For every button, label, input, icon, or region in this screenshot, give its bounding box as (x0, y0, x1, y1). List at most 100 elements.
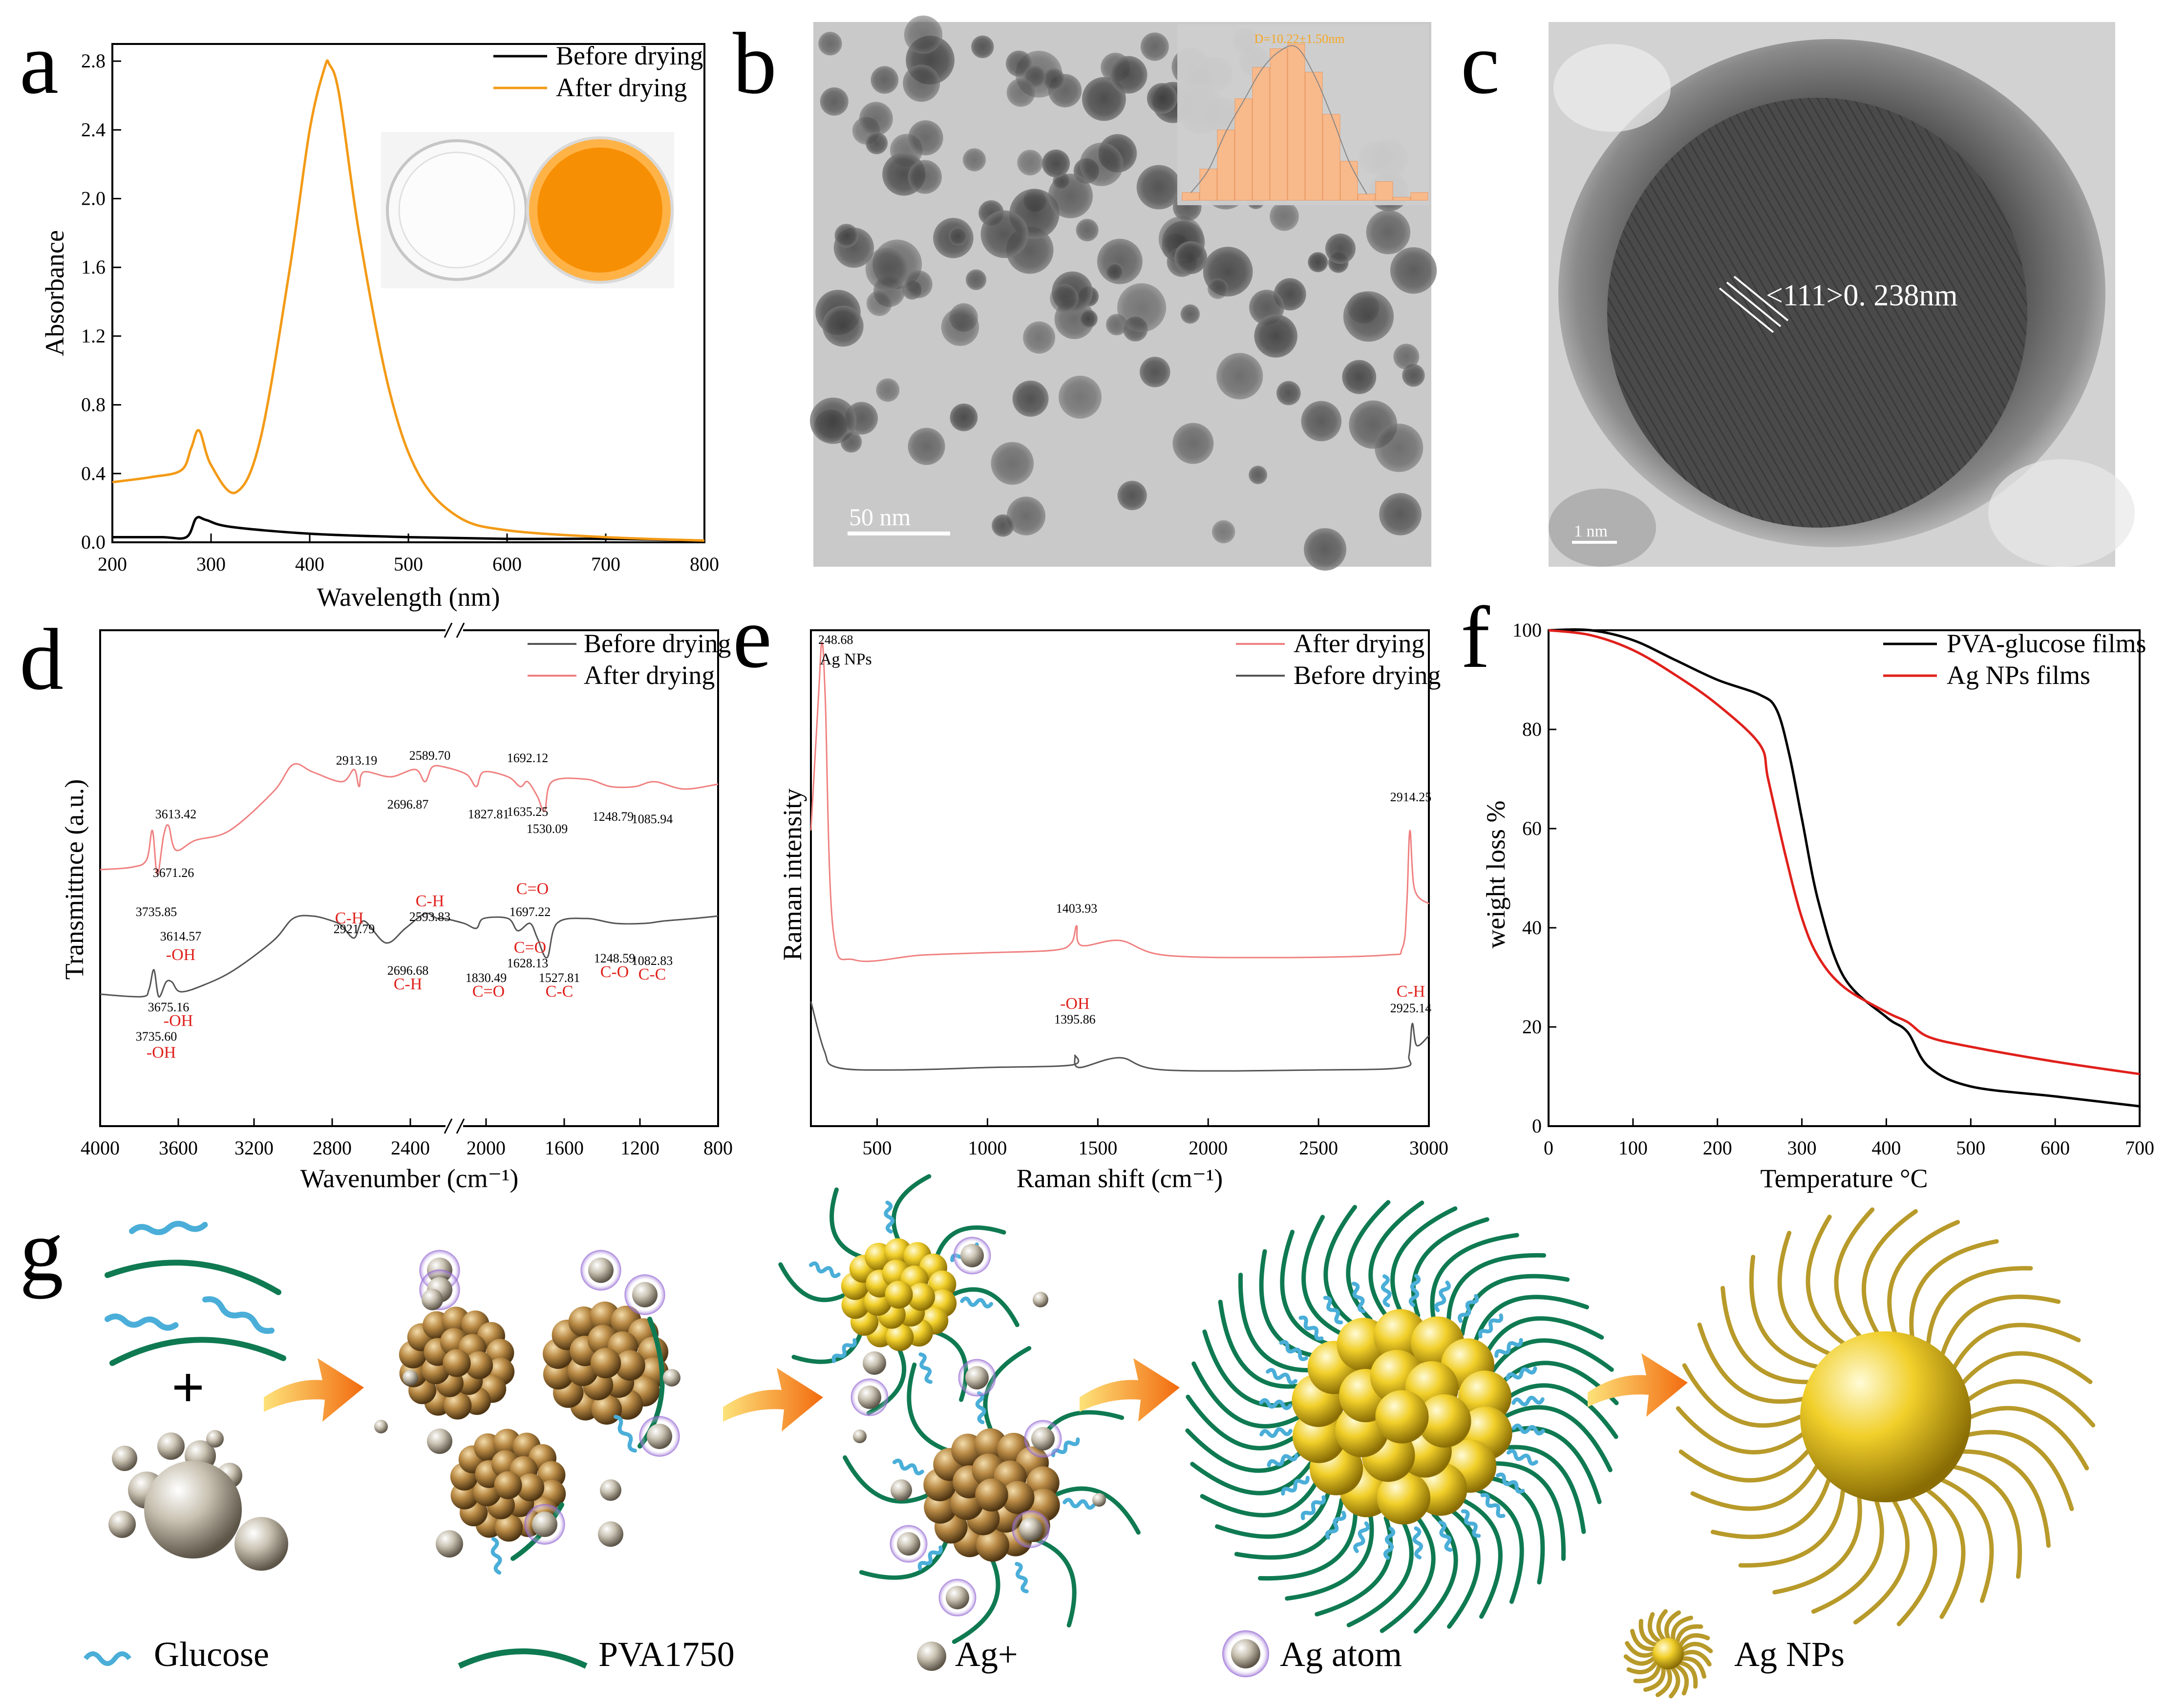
polymer-strand (1390, 1206, 1458, 1317)
nanoparticle (1393, 343, 1420, 370)
histogram-bar (1393, 197, 1411, 201)
ag-ion (436, 1530, 463, 1558)
glucose-strand (1300, 1495, 1326, 1520)
glucose-strand (1353, 1521, 1370, 1553)
panel-a-ytick-label: 2.0 (81, 188, 106, 210)
nanoparticle (1041, 149, 1070, 178)
glucose-strand (1281, 1475, 1310, 1496)
nanoparticle (1017, 149, 1043, 176)
histogram-bar (1270, 48, 1288, 201)
panel-letter-c: c (1461, 15, 1500, 112)
polymer-strand (1638, 1619, 1658, 1647)
polymer-strand (1218, 1300, 1307, 1389)
polymer-strand (1926, 1266, 2033, 1345)
panel-d-legend-before: Before drying (584, 629, 731, 658)
panel-d-xtick-label: 3600 (159, 1137, 198, 1159)
nanoparticle (859, 102, 893, 136)
nanoparticle (971, 35, 994, 59)
polymer-strand (1446, 1253, 1547, 1328)
panel-b-histogram-inset: D=10.22±1.50nm (1177, 24, 1429, 205)
ag-atom (647, 1424, 672, 1449)
glucose-strand (129, 1220, 208, 1236)
cluster-atom (590, 1347, 621, 1379)
polymer-strand (1497, 1445, 1586, 1534)
panel-f-series-ag (1548, 629, 2140, 1075)
nanoparticle (962, 148, 986, 171)
panel-a-xtick-label: 500 (394, 553, 423, 575)
legend-pva: PVA1750 (598, 1635, 735, 1674)
cluster-atom (465, 1351, 493, 1380)
nanoparticle (1325, 233, 1356, 264)
final-ag-np-core (1800, 1331, 1971, 1502)
panel-d-after-peak-label: 1827.81 (468, 807, 510, 821)
polymer-strand (1472, 1295, 1589, 1347)
panel-e-peak-label: Ag NPs (820, 650, 872, 668)
polymer-strand (1961, 1449, 2051, 1548)
polymer-strand (1675, 1624, 1703, 1644)
polymer-strand (1501, 1383, 1618, 1439)
histogram-bar (1322, 114, 1340, 201)
panel-letter-a: a (20, 15, 59, 112)
histogram-bar (1358, 193, 1376, 201)
panel-e-series-after (810, 641, 1430, 962)
panel-d-before-peak-label: 1248.59 (594, 951, 636, 965)
polymer-strand (1346, 1200, 1391, 1322)
glucose-strand (1412, 1526, 1423, 1559)
polymer-strand (1675, 1664, 1689, 1696)
panel-d-axis-breaks (444, 622, 465, 1134)
ag-atom (965, 1366, 989, 1389)
polymer-strand (1853, 1499, 1910, 1625)
nanoparticle (1216, 353, 1263, 400)
glucose-strand (1267, 1453, 1298, 1468)
panel-d-after-peak-label: 1085.94 (632, 812, 673, 826)
glucose-strand (1298, 1315, 1324, 1341)
panel-d-xlabel: Wavenumber (cm⁻¹) (300, 1164, 519, 1193)
polymer-strand (1777, 1231, 1831, 1356)
panel-e-frame (810, 629, 1430, 1127)
panel-e-xtick-label: 3000 (1409, 1137, 1448, 1159)
histogram-bar (1217, 129, 1235, 201)
panel-c-lattice-label: <111>0. 238nm (1766, 279, 1958, 312)
panel-a-series-after (112, 59, 705, 542)
panel-d-before-peak-label: 3614.57 (160, 929, 202, 943)
ag-ion (853, 1430, 867, 1443)
panel-d-before-peak-label: 3735.60 (136, 1029, 177, 1044)
ag-ion-legend-icon (917, 1642, 946, 1671)
polymer-strand (1940, 1294, 2061, 1356)
panel-d-after-peak-label: 1530.09 (527, 822, 568, 836)
cluster-atom (1001, 1481, 1035, 1515)
panel-e-xlabel: Raman shift (cm⁻¹) (1017, 1164, 1223, 1193)
ag-ion (206, 1430, 224, 1448)
panel-letters: a b c d e f g (20, 15, 1500, 1299)
nanoparticle (1390, 247, 1437, 294)
bronze-cluster (543, 1301, 669, 1425)
legend-np-core (1653, 1638, 1684, 1669)
polymer-strand (1967, 1379, 2096, 1428)
panel-e-legend-after: After drying (1294, 629, 1424, 658)
polymer-strand (1896, 1495, 1937, 1626)
panel-a-inset-photo (381, 132, 674, 288)
glucose-strand (917, 1545, 943, 1571)
panel-d-xtick-label: 2800 (313, 1137, 352, 1159)
cluster-atom (444, 1391, 472, 1420)
plus-sign: + (171, 1355, 205, 1420)
polymer-strand (1215, 1487, 1332, 1539)
panel-e-peak-label: 2914.25 (1390, 790, 1432, 804)
panel-letter-g: g (20, 1202, 64, 1299)
panel-a-legend-before: Before drying (556, 41, 703, 70)
nanoparticle (1207, 278, 1229, 299)
nanoparticle (1301, 401, 1342, 442)
coated-particle (1185, 1200, 1619, 1634)
polymer-strand (1323, 1205, 1358, 1328)
polymer-strand (1969, 1406, 2089, 1471)
polymer-strand (1909, 1239, 1999, 1338)
nanoparticle (908, 120, 943, 156)
panel-e-xtick-label: 1500 (1078, 1137, 1117, 1159)
glucose-strand (105, 1313, 179, 1331)
panel-letter-f: f (1461, 589, 1490, 686)
cluster-atom (886, 1323, 914, 1351)
glucose-strand (1325, 1511, 1346, 1540)
nanoparticle (1172, 423, 1214, 464)
ag-ion (663, 1369, 680, 1387)
ag-np-legend-icon (1623, 1609, 1713, 1699)
